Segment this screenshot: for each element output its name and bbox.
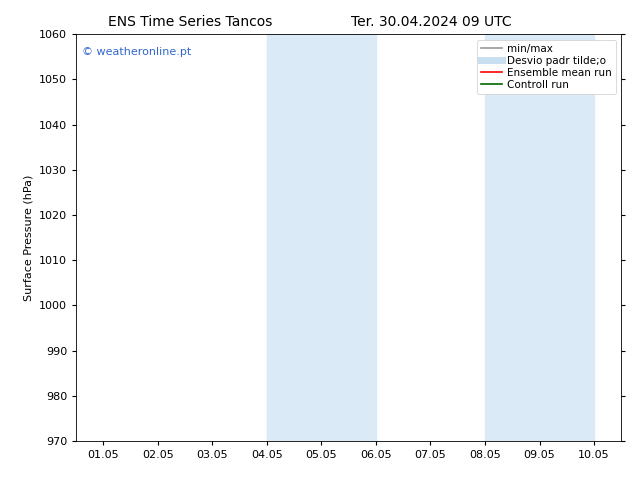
- Bar: [267, 34, 376, 441]
- Text: Ter. 30.04.2024 09 UTC: Ter. 30.04.2024 09 UTC: [351, 15, 512, 29]
- Text: © weatheronline.pt: © weatheronline.pt: [82, 47, 191, 56]
- Bar: [485, 34, 594, 441]
- Text: ENS Time Series Tancos: ENS Time Series Tancos: [108, 15, 273, 29]
- Y-axis label: Surface Pressure (hPa): Surface Pressure (hPa): [23, 174, 34, 301]
- Legend: min/max, Desvio padr tilde;o, Ensemble mean run, Controll run: min/max, Desvio padr tilde;o, Ensemble m…: [477, 40, 616, 94]
